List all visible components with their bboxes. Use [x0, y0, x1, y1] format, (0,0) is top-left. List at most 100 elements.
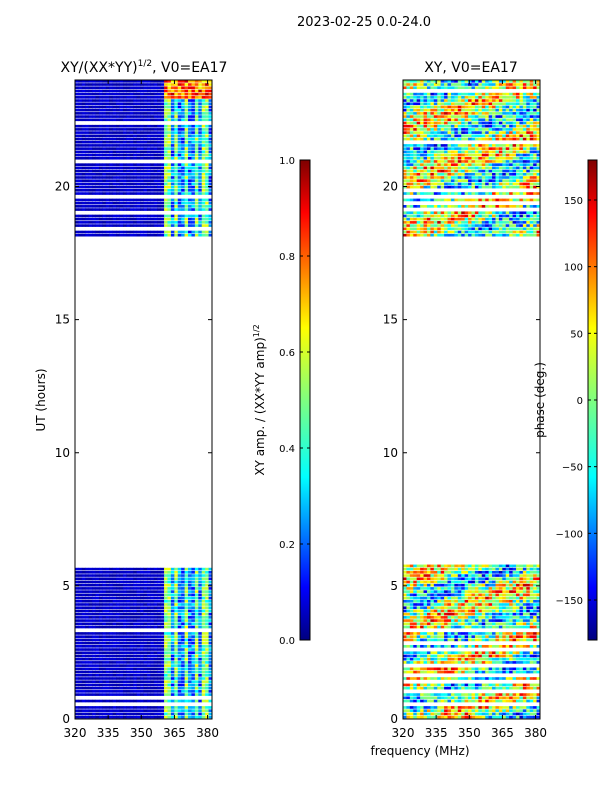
x-tick-label: 320 — [64, 726, 87, 740]
heatmap-cell — [208, 686, 213, 690]
heatmap-cell — [167, 83, 172, 86]
heatmap-cell — [474, 616, 479, 619]
heatmap-cell — [181, 612, 185, 616]
heatmap-cell — [98, 673, 103, 677]
heatmap-cell — [136, 677, 141, 680]
heatmap-cell — [184, 96, 189, 99]
heatmap-cell — [174, 571, 179, 574]
heatmap-cell — [102, 115, 107, 118]
heatmap-cell — [522, 577, 527, 581]
heatmap-cell — [167, 105, 172, 109]
heatmap-cell — [75, 140, 79, 144]
heatmap-cell — [188, 661, 192, 664]
heatmap-cell — [454, 587, 459, 590]
heatmap-cell — [409, 571, 414, 574]
heatmap-cell — [102, 670, 107, 674]
heatmap-cell — [143, 134, 148, 138]
heatmap-cell — [181, 189, 185, 192]
heatmap-cell — [485, 564, 490, 568]
heatmap-cell — [492, 625, 496, 629]
heatmap-cell — [140, 172, 144, 176]
heatmap-cell — [85, 567, 90, 571]
heatmap-cell — [112, 131, 117, 134]
heatmap-cell — [119, 131, 124, 134]
heatmap-cell — [198, 580, 203, 584]
heatmap-cell — [146, 108, 151, 112]
heatmap-cell — [140, 217, 144, 221]
heatmap-cell — [481, 654, 486, 658]
heatmap-cell — [420, 583, 424, 587]
heatmap-cell — [75, 144, 79, 147]
heatmap-cell — [95, 230, 100, 234]
heatmap-cell — [157, 217, 162, 221]
heatmap-cell — [109, 214, 114, 218]
heatmap-cell — [109, 664, 114, 667]
heatmap-cell — [184, 638, 189, 642]
heatmap-cell — [157, 690, 162, 693]
heatmap-cell — [143, 664, 148, 667]
heatmap-cell — [457, 677, 462, 680]
heatmap-cell — [153, 683, 158, 687]
heatmap-cell — [184, 680, 189, 684]
heatmap-cell — [174, 661, 179, 664]
heatmap-cell — [81, 131, 86, 134]
heatmap-cell — [516, 677, 520, 680]
heatmap-cell — [102, 612, 107, 616]
heatmap-cell — [194, 205, 199, 208]
heatmap-cell — [505, 657, 510, 661]
heatmap-cell — [201, 86, 206, 90]
heatmap-cell — [440, 616, 445, 619]
heatmap-cell — [529, 580, 534, 584]
heatmap-cell — [78, 680, 83, 684]
heatmap-cell — [119, 625, 124, 629]
heatmap-cell — [140, 105, 144, 109]
heatmap-cell — [133, 699, 138, 703]
heatmap-cell — [184, 128, 189, 131]
heatmap-cell — [122, 83, 127, 86]
heatmap-cell — [116, 105, 120, 109]
heatmap-cell — [174, 677, 179, 680]
heatmap-cell — [129, 115, 134, 118]
heatmap-cell — [184, 590, 189, 593]
heatmap-cell — [88, 86, 93, 90]
heatmap-cell — [153, 198, 158, 202]
heatmap-cell — [188, 105, 192, 109]
heatmap-cell — [194, 709, 199, 712]
heatmap-cell — [81, 645, 86, 648]
heatmap-cell — [485, 696, 490, 700]
heatmap-cell — [208, 580, 213, 584]
heatmap-cell — [112, 657, 117, 661]
heatmap-cell — [164, 169, 168, 173]
heatmap-cell — [129, 182, 134, 186]
heatmap-cell — [109, 230, 114, 234]
heatmap-cell — [119, 192, 124, 195]
heatmap-cell — [205, 201, 209, 205]
heatmap-cell — [140, 693, 144, 696]
heatmap-cell — [81, 83, 86, 86]
heatmap-cell — [95, 89, 100, 93]
heatmap-cell — [153, 179, 158, 183]
heatmap-cell — [119, 648, 124, 651]
heatmap-cell — [457, 574, 462, 577]
heatmap-cell — [526, 593, 531, 597]
heatmap-cell — [205, 230, 209, 234]
heatmap-cell — [105, 567, 110, 571]
heatmap-cell — [109, 654, 114, 658]
heatmap-cell — [109, 683, 114, 687]
heatmap-cell — [81, 112, 86, 115]
heatmap-cell — [413, 699, 418, 703]
heatmap-cell — [116, 147, 120, 150]
heatmap-cell — [450, 635, 455, 638]
heatmap-cell — [208, 182, 213, 186]
heatmap-cell — [423, 670, 428, 674]
heatmap-cell — [129, 625, 134, 629]
heatmap-cell — [92, 182, 96, 186]
heatmap-cell — [150, 606, 155, 610]
heatmap-cell — [92, 172, 96, 176]
heatmap-cell — [95, 571, 100, 574]
heatmap-cell — [403, 670, 407, 674]
heatmap-cell — [122, 182, 127, 186]
heatmap-cell — [157, 156, 162, 160]
heatmap-cell — [95, 140, 100, 144]
heatmap-cell — [478, 670, 483, 674]
